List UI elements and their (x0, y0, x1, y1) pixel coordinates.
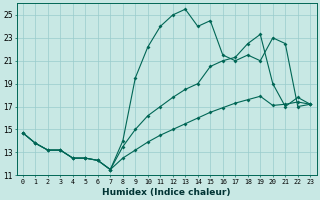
X-axis label: Humidex (Indice chaleur): Humidex (Indice chaleur) (102, 188, 231, 197)
